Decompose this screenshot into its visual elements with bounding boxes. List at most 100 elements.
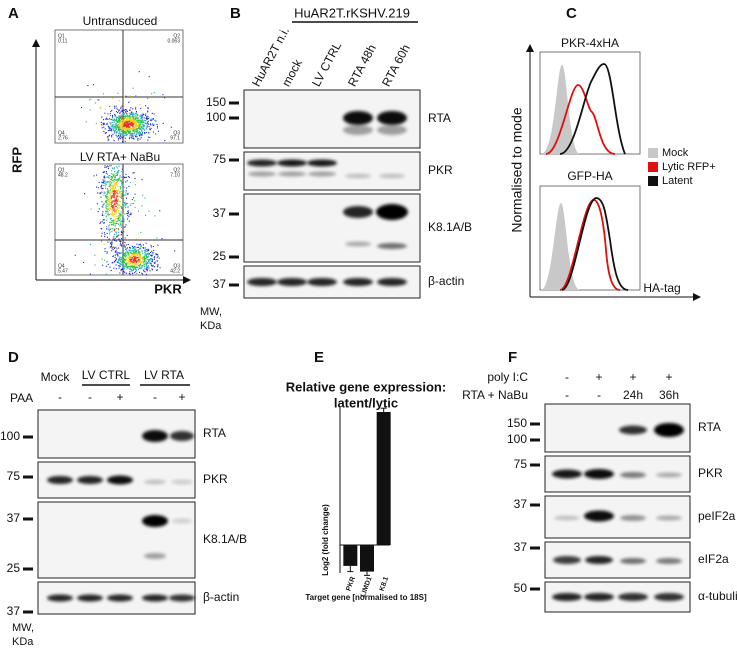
dot: [141, 134, 143, 136]
dot: [104, 248, 106, 250]
dot: [108, 197, 110, 199]
dot: [101, 258, 103, 260]
dot: [95, 122, 97, 124]
dot: [133, 138, 135, 140]
dot: [125, 123, 127, 125]
dot: [152, 258, 154, 260]
dot: [122, 123, 124, 125]
panel-label: E: [314, 349, 324, 366]
dot: [98, 208, 100, 210]
band: [552, 469, 582, 479]
dot: [128, 118, 130, 120]
dot: [127, 131, 129, 133]
dot: [118, 217, 120, 219]
dot: [112, 180, 114, 182]
dot: [121, 232, 123, 234]
dot: [109, 204, 111, 206]
dot: [138, 259, 140, 261]
dot: [115, 130, 117, 132]
dot: [81, 107, 83, 109]
dot: [111, 115, 113, 117]
dot: [123, 271, 125, 273]
dot: [148, 262, 150, 264]
dot: [102, 206, 104, 208]
dot: [114, 180, 116, 182]
dot: [115, 187, 117, 189]
dot: [164, 140, 166, 142]
dot: [111, 165, 113, 167]
dot: [130, 107, 132, 109]
dot: [123, 131, 125, 133]
dot: [116, 261, 118, 263]
dot: [129, 136, 131, 138]
dot: [123, 122, 125, 124]
dot: [146, 263, 148, 265]
dot: [116, 195, 118, 197]
dot: [128, 119, 130, 121]
blot-label: PKR: [698, 466, 723, 480]
dot: [110, 195, 112, 197]
dot: [102, 188, 104, 190]
dot: [161, 238, 163, 240]
dot: [129, 248, 131, 250]
dot: [146, 250, 148, 252]
dot: [153, 258, 155, 260]
dot: [109, 201, 111, 203]
dot: [123, 194, 125, 196]
dot: [127, 129, 129, 131]
dot: [138, 248, 140, 250]
dot: [130, 270, 132, 272]
dot: [106, 251, 108, 253]
dot: [119, 127, 121, 129]
dot: [138, 255, 140, 257]
dot: [125, 112, 127, 114]
dot: [134, 262, 136, 264]
dot: [146, 258, 148, 260]
dot: [109, 205, 111, 207]
dot: [121, 184, 123, 186]
dot: [104, 112, 106, 114]
dot: [133, 253, 135, 255]
dot: [111, 179, 113, 181]
dot: [140, 128, 142, 130]
dot: [128, 266, 130, 268]
dot: [143, 258, 145, 260]
band: [345, 241, 371, 247]
dot: [111, 250, 113, 252]
dot: [110, 203, 112, 205]
dot: [104, 108, 106, 110]
dot: [133, 130, 135, 132]
dot: [156, 260, 158, 262]
dot: [125, 129, 127, 131]
blot: [544, 455, 691, 493]
dot: [140, 115, 142, 117]
dot: [133, 137, 135, 139]
dot: [112, 114, 114, 116]
dot: [122, 187, 124, 189]
dot: [121, 168, 123, 170]
mw-unit: MW,: [12, 622, 34, 634]
dot: [114, 261, 116, 263]
dot: [118, 247, 120, 249]
dot: [117, 251, 119, 253]
dot: [122, 223, 124, 225]
dot: [153, 257, 155, 259]
dot: [150, 246, 152, 248]
dot: [145, 131, 147, 133]
dot: [89, 109, 91, 111]
dot: [113, 193, 115, 195]
dot: [124, 140, 126, 142]
dot: [131, 199, 133, 201]
dot: [107, 168, 109, 170]
dot: [129, 255, 131, 257]
dot: [118, 100, 120, 102]
dot: [127, 176, 129, 178]
dot: [130, 137, 132, 139]
dot: [114, 115, 116, 117]
dot: [136, 272, 138, 274]
blot-label: peIF2a: [698, 509, 736, 523]
dot: [132, 172, 134, 174]
dot: [132, 263, 134, 265]
dot: [116, 116, 118, 118]
dot: [120, 223, 122, 225]
